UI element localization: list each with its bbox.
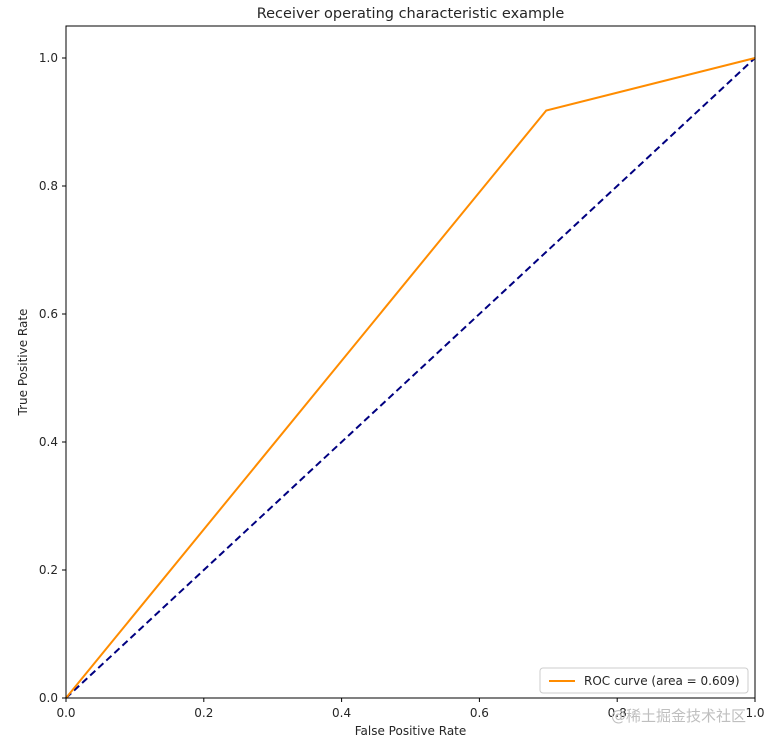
y-tick-label: 0.8 [39,179,58,193]
y-tick-label: 0.4 [39,435,58,449]
x-tick-label: 0.2 [194,706,213,720]
y-tick-label: 0.2 [39,563,58,577]
x-tick-label: 0.4 [332,706,351,720]
x-axis-label: False Positive Rate [355,724,467,738]
series-line-roc-curve [65,57,756,699]
watermark: @稀土掘金技术社区 [611,707,746,725]
x-axis-ticks: 0.0 0.2 0.4 0.6 0.8 1.0 [56,698,765,720]
legend-box [539,667,749,694]
plot-background [66,26,755,698]
y-tick-label: 1.0 [39,51,58,65]
y-tick-label: 0.6 [39,307,58,321]
series-line-chance-diagonal [65,57,756,699]
y-axis-label: True Positive Rate [16,309,30,417]
y-tick-label: 0.0 [39,691,58,705]
chart-title: Receiver operating characteristic exampl… [257,6,565,22]
plot-frame [65,25,756,699]
y-axis-ticks: 0.0 0.2 0.4 0.6 0.8 1.0 [39,51,66,705]
x-tick-label: 0.6 [470,706,489,720]
legend-label-roc: ROC curve (area = 0.609) [584,674,740,688]
legend: ROC curve (area = 0.609) [539,667,749,694]
series-layer [65,57,756,699]
x-tick-label: 0.0 [56,706,75,720]
x-tick-label: 1.0 [745,706,764,720]
x-tick-label: 0.8 [608,706,627,720]
